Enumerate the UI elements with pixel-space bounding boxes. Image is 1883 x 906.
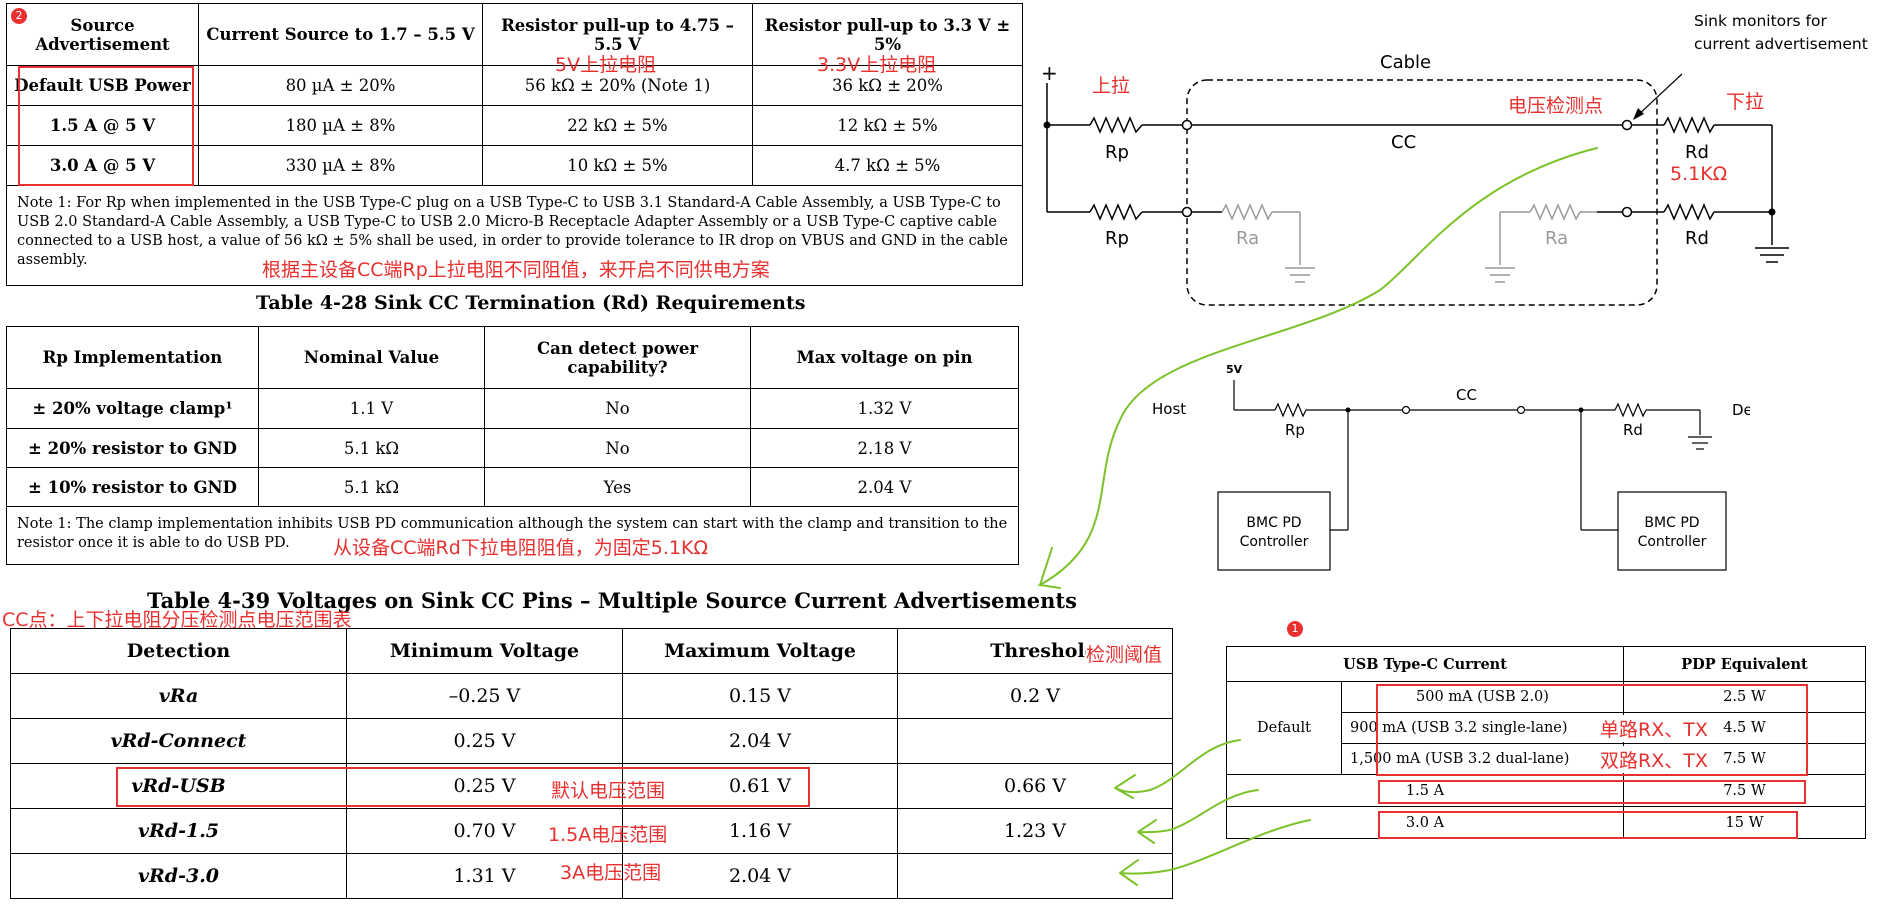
annotation-default-range: 默认电压范围	[551, 776, 665, 803]
bmc-left-line2: Controller	[1240, 534, 1309, 550]
annotation-threshold: 检测阈值	[1086, 640, 1162, 667]
annotation-pullup: 上拉	[1092, 75, 1130, 97]
table-cell: No	[485, 389, 751, 429]
col-header: Can detect power capability?	[485, 327, 751, 389]
table-cell: ± 20% voltage clamp¹	[7, 389, 259, 429]
col-header: USB Type-C Current	[1227, 647, 1624, 682]
table-cell: –0.25 V	[347, 674, 623, 719]
annotation-3a-range: 3A电压范围	[560, 858, 661, 885]
table-cell: 5.1 kΩ	[259, 429, 485, 468]
highlight-source-column	[18, 66, 194, 186]
col-header: Detection	[11, 629, 347, 674]
host-device-diagram: 5V Host CC Device Rp Rd BMC PD Controlle…	[1140, 355, 1750, 575]
table-cell: vRd-Connect	[11, 719, 347, 764]
rd-bottom-label: Rd	[1685, 228, 1709, 249]
table-cell: 1.32 V	[751, 389, 1019, 429]
cc-label: CC	[1456, 386, 1477, 404]
rd-label: Rd	[1623, 421, 1643, 439]
cc-label: CC	[1391, 132, 1416, 153]
table-cell: 1.23 V	[898, 809, 1173, 854]
bmc-right-line1: BMC PD	[1644, 515, 1699, 531]
table-cell: 2.04 V	[751, 468, 1019, 507]
table-cell: 2.18 V	[751, 429, 1019, 468]
highlight-3a-row	[1378, 811, 1798, 839]
table-cell: vRd-3.0	[11, 854, 347, 899]
badge-1: 1	[1287, 621, 1303, 637]
table-cell: 10 kΩ ± 5%	[483, 146, 753, 186]
annotation-rd-note: 从设备CC端Rd下拉电阻阻值，为固定5.1KΩ	[333, 533, 708, 560]
table-cell: 22 kΩ ± 5%	[483, 106, 753, 146]
table-cell: 0.25 V	[347, 719, 623, 764]
rd-requirements-table: Rp Implementation Nominal Value Can dete…	[6, 326, 1019, 565]
ra-left-label: Ra	[1236, 228, 1259, 249]
table-cell: 2.04 V	[623, 854, 898, 899]
highlight-vrd-usb-row	[116, 767, 810, 807]
table-cell: 80 µA ± 20%	[199, 66, 483, 106]
annotation-5v-pullup: 5V上拉电阻	[555, 50, 656, 77]
table-cell: No	[485, 429, 751, 468]
col-header: Max voltage on pin	[751, 327, 1019, 389]
cable-label: Cable	[1380, 52, 1431, 73]
table-cell	[898, 854, 1173, 899]
bmc-left-line1: BMC PD	[1246, 515, 1301, 531]
plus-label: +	[1041, 61, 1058, 85]
ra-right-label: Ra	[1545, 228, 1568, 249]
col-header: Current Source to 1.7 – 5.5 V	[199, 4, 483, 66]
col-header: Minimum Voltage	[347, 629, 623, 674]
annotation-33v-pullup: 3.3V上拉电阻	[817, 50, 936, 77]
col-header: PDP Equivalent	[1624, 647, 1866, 682]
annotation-rp-note: 根据主设备CC端Rp上拉电阻不同阻值，来开启不同供电方案	[262, 255, 770, 282]
device-label: Device	[1732, 401, 1750, 419]
rd-top-label: Rd	[1685, 142, 1709, 163]
table-cell	[898, 719, 1173, 764]
bmc-right-line2: Controller	[1638, 534, 1707, 550]
table-cell: Yes	[485, 468, 751, 507]
rp-bottom-label: Rp	[1105, 228, 1129, 249]
col-header: Rp Implementation	[7, 327, 259, 389]
annotation-15a-range: 1.5A电压范围	[548, 820, 667, 847]
table-cell: 12 kΩ ± 5%	[753, 106, 1023, 146]
highlight-15a-row	[1378, 780, 1806, 804]
col-header: Nominal Value	[259, 327, 485, 389]
table-cell: 0.2 V	[898, 674, 1173, 719]
col-header: Maximum Voltage	[623, 629, 898, 674]
highlight-default-rows	[1376, 684, 1808, 776]
5v-label: 5V	[1226, 363, 1243, 376]
table-cell: 4.7 kΩ ± 5%	[753, 146, 1023, 186]
host-label: Host	[1152, 400, 1186, 418]
annotation-pulldown: 下拉	[1726, 91, 1764, 113]
table-cell: vRd-1.5	[11, 809, 347, 854]
table-cell: 0.66 V	[898, 764, 1173, 809]
cable-diagram: + Cable Sink monitors for current advert…	[1030, 0, 1883, 320]
col-header: Source Advertisement	[7, 4, 199, 66]
annotation-rd-value: 5.1KΩ	[1670, 163, 1727, 185]
rp-label: Rp	[1285, 421, 1305, 439]
default-cell: Default	[1227, 682, 1342, 775]
annotation-detect-point: 电压检测点	[1508, 95, 1603, 117]
table-cell: 1.1 V	[259, 389, 485, 429]
table-cell: 5.1 kΩ	[259, 468, 485, 507]
table-cell: 0.15 V	[623, 674, 898, 719]
table-cell: 330 µA ± 8%	[199, 146, 483, 186]
table-cell: vRa	[11, 674, 347, 719]
table-cell: 180 µA ± 8%	[199, 106, 483, 146]
rp-top-label: Rp	[1105, 142, 1129, 163]
sink-note-line2: current advertisement	[1694, 35, 1868, 53]
table-cell: ± 10% resistor to GND	[7, 468, 259, 507]
table-cell: ± 20% resistor to GND	[7, 429, 259, 468]
table-rd-caption: Table 4-28 Sink CC Termination (Rd) Requ…	[256, 292, 805, 314]
table-cell: 2.04 V	[623, 719, 898, 764]
sink-note-line1: Sink monitors for	[1694, 12, 1827, 30]
